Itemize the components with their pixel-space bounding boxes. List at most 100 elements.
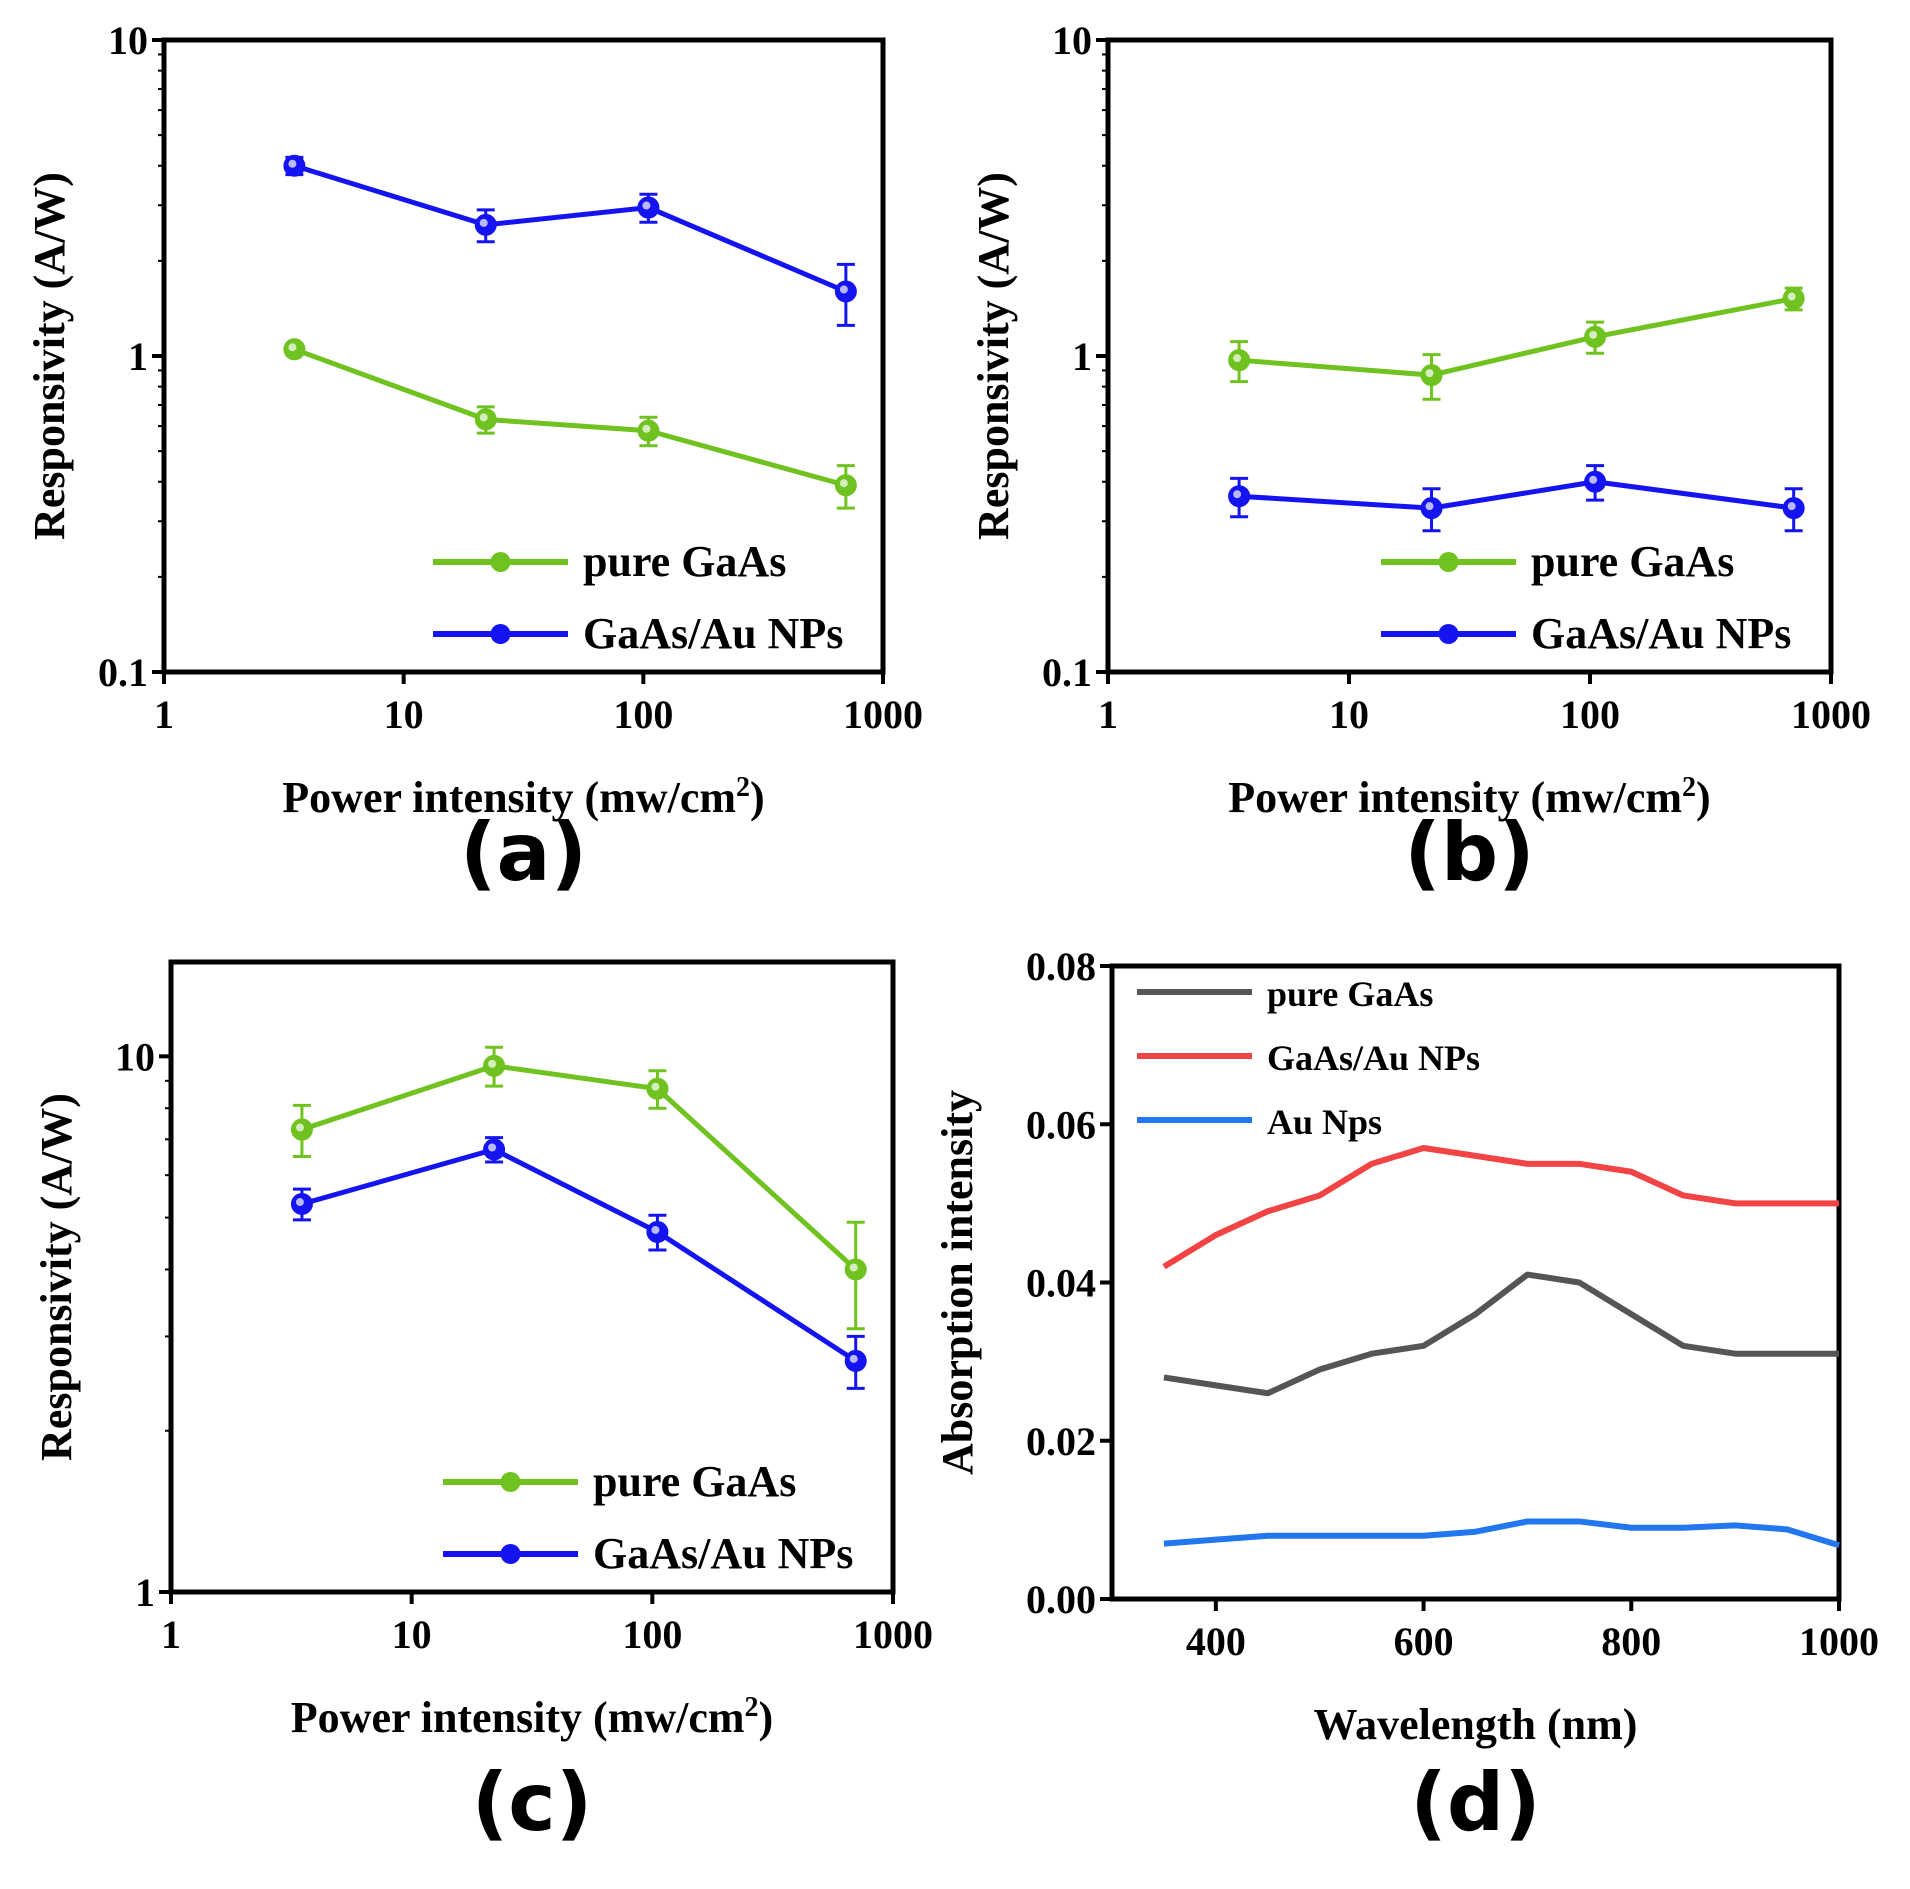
legend-label: GaAs/Au NPs xyxy=(1267,1038,1480,1078)
data-point-highlight xyxy=(479,413,488,422)
x-axis-label-main: Power intensity (mw/cm xyxy=(1228,773,1682,822)
data-point-highlight xyxy=(479,218,488,227)
legend-label: pure GaAs xyxy=(1531,537,1734,586)
y-tick-label: 1 xyxy=(135,1570,155,1615)
x-tick-label: 1000 xyxy=(1791,692,1871,737)
x-tick-label: 10 xyxy=(392,1612,432,1657)
x-tick-label: 100 xyxy=(1560,692,1620,737)
x-tick-label: 1000 xyxy=(853,1612,933,1657)
x-axis-label: Power intensity (mw/cm2) xyxy=(282,772,764,822)
series-line xyxy=(293,163,847,294)
data-point-highlight xyxy=(1787,292,1796,301)
series-gaas-au-nps: GaAs/Au NPs xyxy=(283,154,857,658)
data-point-highlight xyxy=(849,1263,858,1272)
data-point-highlight xyxy=(849,1354,858,1363)
y-tick-label: 1 xyxy=(128,334,148,379)
x-axis-label-sup: 2 xyxy=(745,1692,759,1723)
chart-panel-c: 1 10 100 1000 1 10 Power intensity (mw/cm2) Res… xyxy=(32,959,933,1849)
legend-label: pure GaAs xyxy=(583,537,786,586)
y-tick-label: 10 xyxy=(108,18,148,63)
y-tick-label: 0.00 xyxy=(1026,1577,1096,1622)
y-tick-label: 0.08 xyxy=(1026,944,1096,989)
y-tick-label: 10 xyxy=(1052,18,1092,63)
data-point-highlight xyxy=(295,1198,304,1207)
x-tick-label: 400 xyxy=(1186,1619,1246,1664)
chart-panel-d: 400 600 800 1000 0.00 0.02 0.04 0.06 0.08 Wavelen… xyxy=(933,944,1879,1849)
panel-label: (a) xyxy=(460,806,587,899)
data-point-highlight xyxy=(651,1082,660,1091)
legend-label: GaAs/Au NPs xyxy=(1531,609,1791,658)
data-point-highlight xyxy=(839,479,848,488)
data-point-highlight xyxy=(839,285,848,294)
data-point-highlight xyxy=(295,1123,304,1132)
series-pure-gaas: pure GaAs xyxy=(283,338,857,586)
data-point-highlight xyxy=(488,1143,497,1152)
data-point-highlight xyxy=(1425,369,1434,378)
y-tick-label: 1 xyxy=(1072,334,1092,379)
x-tick-label: 600 xyxy=(1394,1619,1454,1664)
x-axis-label-sup: 2 xyxy=(1682,772,1696,803)
series-line xyxy=(1162,1144,1839,1270)
legend-label: Au Nps xyxy=(1267,1102,1382,1142)
x-axis-label-end: ) xyxy=(750,773,765,822)
data-point-highlight xyxy=(288,343,297,352)
legend-marker xyxy=(1438,552,1459,572)
series-line xyxy=(293,346,847,488)
x-tick-label: 100 xyxy=(613,692,673,737)
y-axis-label: Responsivity (A/W) xyxy=(969,172,1018,540)
x-tick-label: 1 xyxy=(1098,692,1118,737)
data-point-highlight xyxy=(651,1225,660,1234)
data-point-highlight xyxy=(1233,354,1242,363)
series-au-nps: Au Nps xyxy=(1137,1102,1840,1549)
series-pure-gaas: pure GaAs xyxy=(1137,974,1839,1397)
x-axis-label-main: Power intensity (mw/cm xyxy=(291,1693,745,1742)
x-axis-label: Power intensity (mw/cm2) xyxy=(1228,772,1710,822)
plot-frame xyxy=(168,959,896,1595)
data-point-highlight xyxy=(1425,502,1434,511)
x-axis-label-main: Power intensity (mw/cm xyxy=(282,773,736,822)
legend-label: GaAs/Au NPs xyxy=(583,609,843,658)
data-point-highlight xyxy=(1787,502,1796,511)
legend-label: pure GaAs xyxy=(1267,974,1433,1014)
series-line xyxy=(1163,1518,1840,1549)
x-tick-label: 1 xyxy=(161,1612,181,1657)
x-axis-label-sup: 2 xyxy=(736,772,750,803)
legend-marker xyxy=(490,552,511,572)
data-point-highlight xyxy=(1589,330,1598,339)
y-tick-label: 10 xyxy=(115,1034,155,1079)
x-tick-label: 10 xyxy=(1329,692,1369,737)
y-tick-label: 0.04 xyxy=(1026,1261,1096,1306)
series-line xyxy=(301,1146,858,1364)
series-pure-gaas: pure GaAs xyxy=(1228,286,1805,586)
y-axis-label: Responsivity (A/W) xyxy=(32,1093,81,1461)
series-line xyxy=(1163,1271,1839,1397)
x-axis-label: Power intensity (mw/cm2) xyxy=(291,1692,773,1742)
x-tick-label: 1000 xyxy=(843,692,923,737)
x-axis-label-main: Wavelength (nm) xyxy=(1314,1700,1638,1749)
legend-marker xyxy=(500,1472,521,1492)
data-point-highlight xyxy=(642,201,651,210)
legend-marker xyxy=(490,624,511,644)
y-axis-label: Absorption intensity xyxy=(933,1090,982,1475)
y-tick-label: 0.1 xyxy=(98,650,148,695)
x-axis-label: Wavelength (nm) xyxy=(1314,1700,1638,1749)
y-axis-label: Responsivity (A/W) xyxy=(25,172,74,540)
series-gaas-au-nps: GaAs/Au NPs xyxy=(290,1136,867,1578)
x-tick-label: 800 xyxy=(1601,1619,1661,1664)
y-tick-label: 0.02 xyxy=(1026,1419,1096,1464)
legend-marker xyxy=(500,1544,521,1564)
series-line xyxy=(1238,296,1795,378)
data-point-highlight xyxy=(1589,475,1598,484)
x-axis-label-end: ) xyxy=(1696,773,1711,822)
data-point-highlight xyxy=(488,1059,497,1068)
data-point-highlight xyxy=(288,159,297,168)
x-tick-label: 1000 xyxy=(1799,1619,1879,1664)
x-tick-label: 1 xyxy=(154,692,174,737)
panel-label: (b) xyxy=(1404,806,1534,899)
legend-marker xyxy=(1438,624,1459,644)
series-line xyxy=(301,1063,858,1272)
series-pure-gaas: pure GaAs xyxy=(290,1045,867,1506)
